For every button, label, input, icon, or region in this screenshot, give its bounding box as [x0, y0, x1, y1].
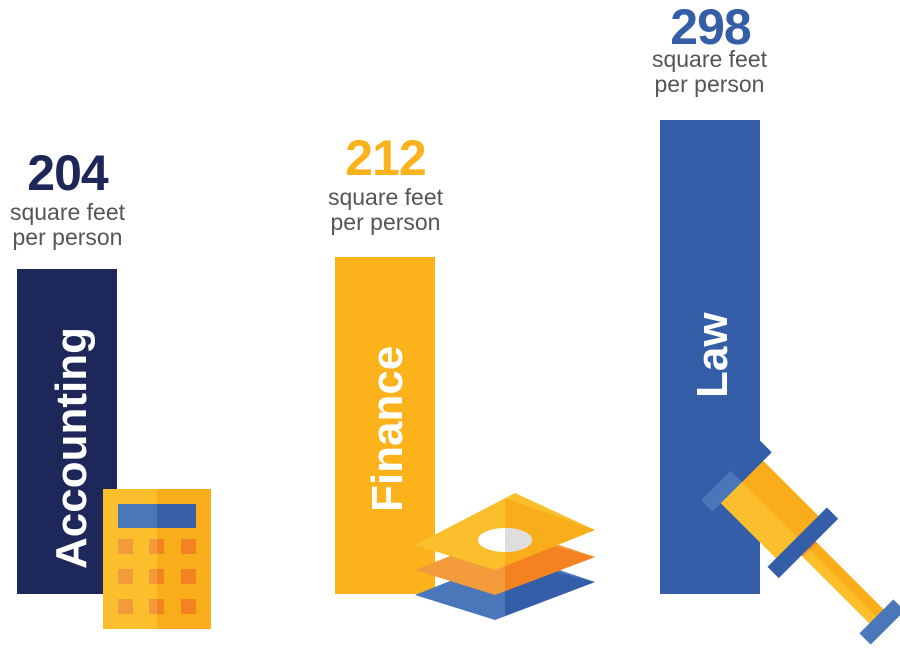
- law-value: 298: [670, 0, 751, 55]
- finance-unit-line2: per person: [330, 209, 441, 235]
- accounting-unit: square feet per person: [0, 200, 135, 250]
- accounting-unit-line1: square feet: [9, 199, 126, 225]
- gavel-icon: [701, 441, 900, 645]
- money-stack-icon: [415, 493, 595, 620]
- finance-value: 212: [345, 130, 426, 186]
- finance-bar: Finance: [335, 257, 435, 594]
- law-unit-line1: square feet: [651, 46, 768, 72]
- calculator-icon: [103, 489, 211, 629]
- accounting-bar: Accounting: [17, 269, 117, 594]
- finance-label: Finance: [363, 345, 412, 512]
- accounting-unit-line2: per person: [12, 224, 123, 250]
- law-label: Law: [688, 312, 737, 398]
- finance-unit: square feet per person: [318, 185, 453, 235]
- accounting-value: 204: [27, 145, 108, 201]
- accounting-label: Accounting: [47, 327, 96, 569]
- finance-unit-line1: square feet: [327, 184, 444, 210]
- law-unit-line2: per person: [654, 71, 765, 97]
- law-unit: square feet per person: [642, 47, 777, 97]
